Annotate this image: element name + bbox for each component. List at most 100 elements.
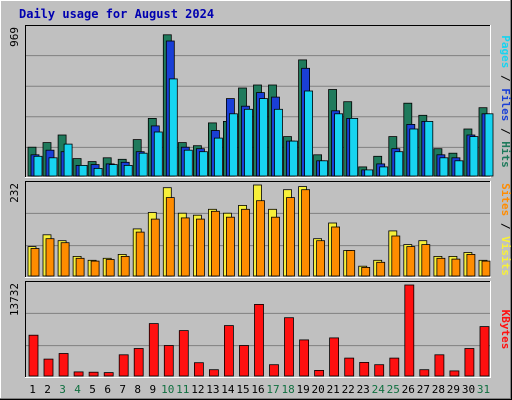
x-tick-label: 28	[432, 383, 445, 396]
bar-sites-day-6	[105, 259, 115, 277]
bar-kbytes-day-8	[133, 348, 144, 377]
bar-pages-day-31	[484, 113, 494, 177]
chart-title: Daily usage for August 2024	[19, 7, 214, 21]
bar-pages-day-20	[319, 160, 329, 177]
x-tick-label: 21	[327, 383, 340, 396]
x-tick-label: 1	[29, 383, 36, 396]
bar-kbytes-day-13	[208, 369, 219, 377]
bar-pages-day-22	[349, 118, 359, 177]
bar-pages-day-11	[183, 149, 193, 177]
bar-pages-day-23	[364, 169, 374, 177]
bar-kbytes-day-31	[479, 326, 490, 377]
y-max-label: 969	[8, 27, 21, 47]
x-tick-label: 15	[236, 383, 249, 396]
bar-sites-day-15	[241, 208, 250, 277]
bar-kbytes-day-16	[254, 303, 264, 377]
legend-files: Files	[499, 88, 512, 121]
bar-sites-day-25	[391, 235, 401, 277]
legend-hits: Hits	[499, 141, 512, 168]
x-tick-label: 30	[462, 383, 475, 396]
x-tick-label: 22	[342, 383, 355, 396]
bar-pages-day-4	[78, 164, 88, 177]
bar-sites-day-21	[331, 226, 341, 277]
bar-kbytes-day-4	[73, 371, 84, 377]
x-tick-label: 20	[311, 383, 324, 396]
x-tick-label: 9	[149, 383, 156, 396]
bar-kbytes-day-24	[374, 364, 385, 377]
x-tick-label: 4	[74, 383, 81, 396]
bar-pages-day-15	[244, 108, 253, 177]
bar-kbytes-day-21	[329, 337, 340, 377]
bar-sites-day-2	[45, 238, 55, 277]
bar-pages-day-26	[409, 128, 419, 177]
legend-pages: Pages	[499, 35, 512, 68]
legend-visits: Visits	[499, 236, 512, 276]
bar-sites-day-31	[481, 260, 491, 277]
series-legend: KBytes	[499, 310, 512, 350]
bar-sites-day-23	[361, 266, 371, 277]
series-legend: Sites / Visits	[499, 183, 512, 276]
bar-pages-day-13	[213, 137, 223, 177]
bar-kbytes-day-26	[404, 284, 415, 377]
bar-pages-day-7	[123, 164, 133, 177]
panel-1: 969 Pages / Files / Hits	[8, 25, 512, 178]
bar-kbytes-day-29	[449, 370, 460, 377]
y-max-label: 13732	[8, 283, 21, 316]
panel-2: 232 Sites / Visits	[8, 181, 512, 278]
bar-sites-day-16	[256, 200, 265, 277]
x-tick-label: 14	[221, 383, 235, 396]
bar-kbytes-day-25	[389, 357, 400, 377]
x-tick-label: 17	[266, 383, 279, 396]
legend-sites: Sites	[499, 183, 512, 216]
bar-kbytes-day-14	[223, 325, 234, 377]
bar-kbytes-day-30	[464, 348, 475, 377]
bar-pages-day-24	[379, 166, 389, 177]
bar-sites-day-10	[165, 197, 175, 277]
bar-sites-day-8	[135, 231, 145, 277]
bar-sites-day-3	[60, 242, 70, 277]
x-tick-label: 10	[161, 383, 174, 396]
x-tick-label: 16	[251, 383, 264, 396]
x-tick-label: 5	[89, 383, 96, 396]
bar-sites-day-5	[90, 260, 100, 277]
bar-kbytes-day-18	[284, 317, 294, 377]
x-tick-label: 27	[417, 383, 430, 396]
bar-pages-day-1	[33, 155, 43, 177]
legend-separator: /	[499, 68, 512, 88]
bar-pages-day-21	[334, 113, 344, 177]
bar-pages-day-6	[108, 164, 118, 177]
bar-sites-day-24	[376, 261, 386, 277]
bar-kbytes-day-3	[58, 353, 69, 377]
bar-pages-day-18	[289, 140, 298, 177]
bar-sites-day-11	[180, 217, 190, 277]
bar-sites-day-14	[225, 216, 235, 277]
x-tick-label: 24	[372, 383, 386, 396]
bar-kbytes-day-19	[299, 339, 310, 377]
panel-3: 13732 KBytes	[8, 281, 512, 378]
bar-pages-day-19	[304, 90, 314, 177]
bar-kbytes-day-2	[43, 358, 54, 377]
bar-sites-day-26	[406, 246, 416, 277]
bar-kbytes-day-11	[178, 330, 189, 377]
bar-kbytes-day-23	[359, 361, 370, 377]
x-tick-label: 2	[44, 383, 51, 396]
bar-pages-day-12	[198, 151, 208, 177]
bar-pages-day-5	[93, 167, 103, 177]
bar-pages-day-3	[63, 143, 73, 177]
x-tick-label: 11	[176, 383, 189, 396]
x-tick-label: 18	[281, 383, 294, 396]
bar-kbytes-day-20	[314, 369, 325, 377]
bar-kbytes-day-15	[239, 345, 249, 377]
x-tick-label: 25	[387, 383, 400, 396]
bar-pages-day-8	[138, 152, 148, 177]
bar-sites-day-9	[150, 218, 160, 277]
bar-kbytes-day-27	[419, 369, 430, 377]
bar-sites-day-28	[436, 257, 446, 277]
bar-sites-day-1	[30, 248, 40, 277]
bar-sites-day-18	[286, 197, 295, 277]
bar-pages-day-16	[259, 98, 268, 177]
bar-kbytes-day-22	[344, 357, 355, 377]
legend-kbytes: KBytes	[499, 310, 512, 350]
bar-sites-day-22	[346, 250, 356, 277]
bar-pages-day-9	[153, 131, 163, 177]
